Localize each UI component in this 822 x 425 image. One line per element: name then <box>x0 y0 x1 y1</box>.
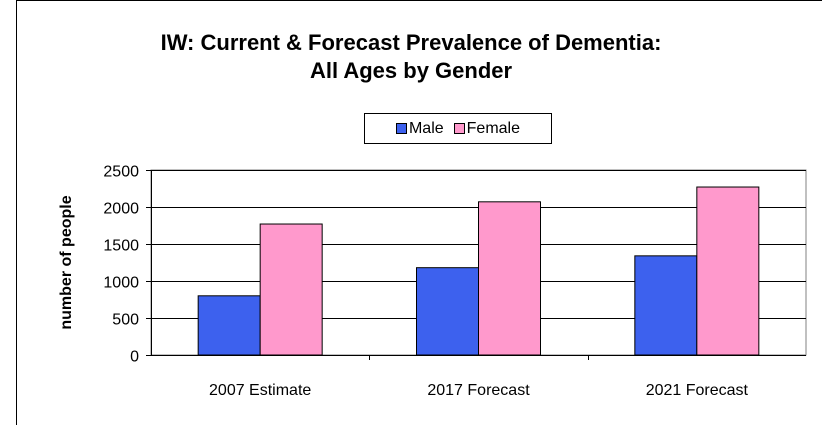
y-axis-label: number of people <box>58 195 75 329</box>
x-tick-label: 2017 Forecast <box>427 382 530 399</box>
y-tick-label: 1500 <box>103 238 139 255</box>
x-tick-label: 2007 Estimate <box>209 382 311 399</box>
bar-female-2 <box>696 186 760 356</box>
legend-item-female: Female <box>453 119 521 138</box>
legend-swatch-male <box>395 123 407 134</box>
y-tick-label: 2000 <box>103 201 139 218</box>
y-tick-label: 2500 <box>103 164 139 181</box>
chart-title-line-1: IW: Current & Forecast Prevalence of Dem… <box>160 30 662 55</box>
chart-frame <box>16 0 822 425</box>
chart-legend: Male Female <box>364 113 552 144</box>
legend-swatch-female <box>453 123 465 134</box>
legend-label-female: Female <box>466 119 521 137</box>
bar-male-2 <box>634 255 698 356</box>
y-tick-label: 0 <box>130 349 139 366</box>
bar-male-0 <box>197 295 261 356</box>
y-tick-label: 500 <box>112 312 139 329</box>
chart-title-line-2: All Ages by Gender <box>309 58 513 83</box>
legend-label-male: Male <box>408 119 444 137</box>
x-tick-label: 2021 Forecast <box>646 382 749 399</box>
chart-title: IW: Current & Forecast Prevalence of Dem… <box>0 29 822 85</box>
y-tick-label: 1000 <box>103 275 139 292</box>
bar-female-1 <box>478 201 541 356</box>
legend-item-male: Male <box>395 119 444 138</box>
bar-male-1 <box>416 267 479 356</box>
bar-female-0 <box>259 223 323 356</box>
